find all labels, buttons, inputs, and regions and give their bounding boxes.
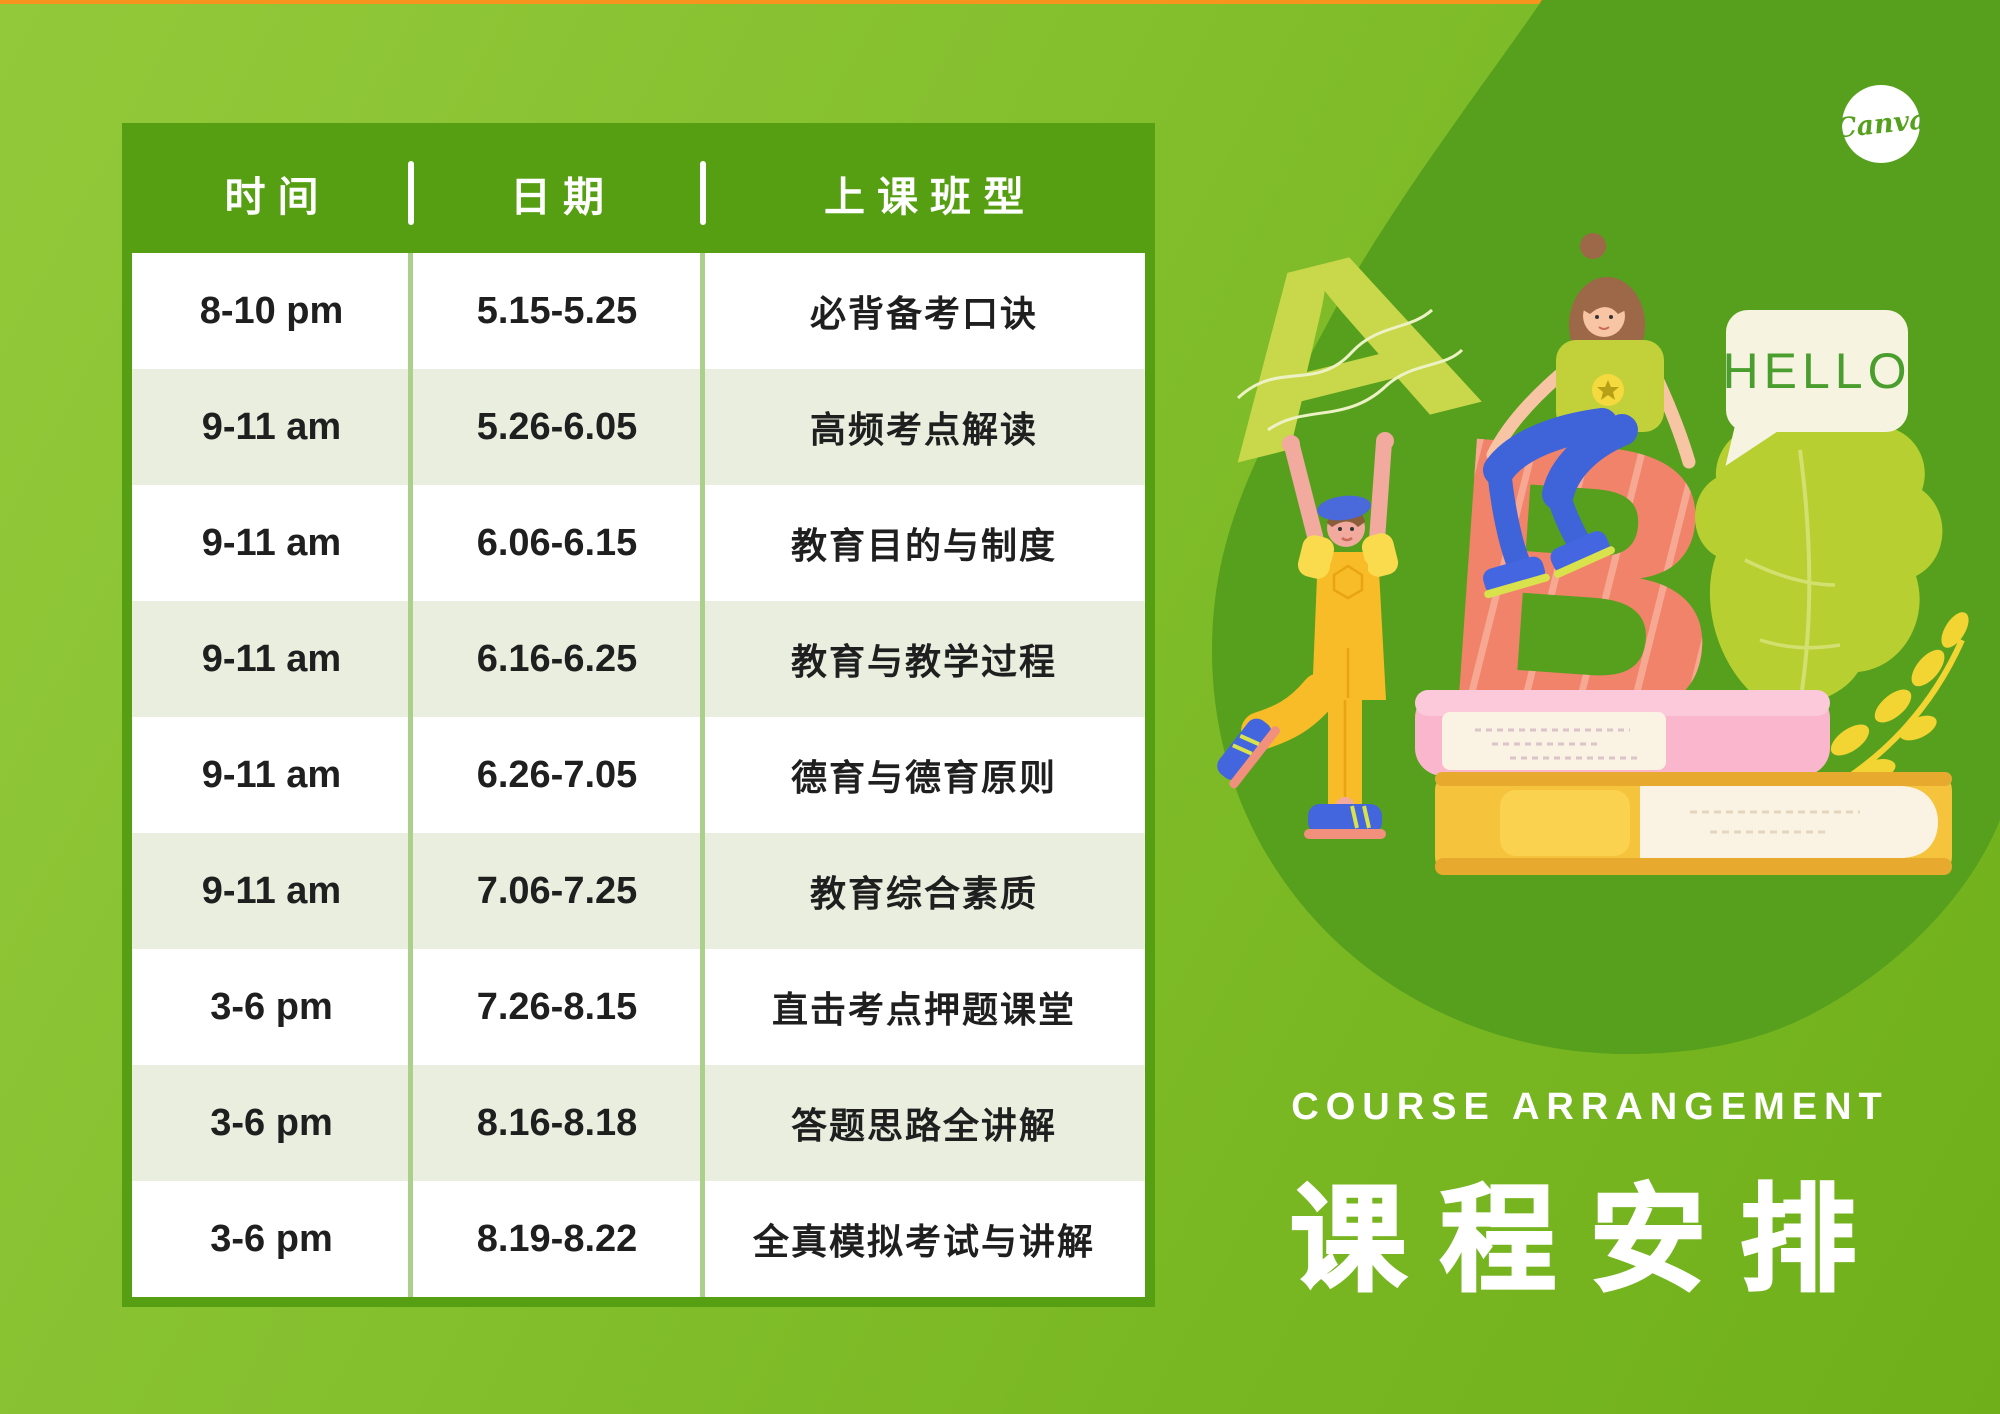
- table-cell: 8.16-8.18: [476, 1101, 638, 1144]
- table-row: 9-11 am 6.06-6.15 教育目的与制度: [132, 485, 1145, 601]
- header-divider-icon: [700, 161, 706, 225]
- table-cell: 7.26-8.15: [476, 985, 638, 1028]
- table-cell: 高频考点解读: [809, 409, 1038, 450]
- woman-figure: [1483, 233, 1696, 599]
- page-title: 课程安排: [1289, 1174, 1890, 1307]
- table-cell: 5.26-6.05: [476, 405, 638, 448]
- table-cell: 6.16-6.25: [476, 637, 638, 680]
- table-cell: 教育综合素质: [809, 873, 1038, 914]
- yellow-book: [1435, 772, 1952, 875]
- header-divider-icon: [408, 161, 414, 225]
- table-cell: 9-11 am: [201, 637, 342, 680]
- table-cell: 3-6 pm: [210, 985, 333, 1028]
- table-cell: 直击考点押题课堂: [771, 989, 1076, 1030]
- svg-text:A: A: [1174, 180, 1504, 516]
- table-row: 9-11 am 6.16-6.25 教育与教学过程: [132, 601, 1145, 717]
- table-cell: 3-6 pm: [210, 1217, 333, 1260]
- table-row: 9-11 am 5.26-6.05 高频考点解读: [132, 369, 1145, 485]
- table-cell: 6.26-7.05: [476, 753, 638, 796]
- table-cell: 5.15-5.25: [476, 289, 638, 332]
- table-cell: 教育与教学过程: [790, 641, 1057, 682]
- table-row: 9-11 am 6.26-7.05 德育与德育原则: [132, 717, 1145, 833]
- canva-logo-icon: Canva: [1834, 85, 1928, 163]
- pink-book: [1415, 690, 1830, 776]
- man-figure: [1217, 432, 1399, 839]
- table-row: 3-6 pm 7.26-8.15 直击考点押题课堂: [132, 949, 1145, 1065]
- top-accent-line: [0, 0, 2000, 4]
- table-cell: 3-6 pm: [210, 1101, 333, 1144]
- table-cell: 9-11 am: [201, 753, 342, 796]
- table-cell: 9-11 am: [201, 869, 342, 912]
- column-divider: [700, 253, 705, 1297]
- schedule-table: 时间 日期 上课班型 8-10 pm 5.15-5.25 必背备考口诀 9-11 am…: [122, 123, 1155, 1307]
- table-header-date: 日期: [510, 174, 616, 220]
- table-cell: 8-10 pm: [199, 289, 344, 332]
- letter-a-graphic: A: [1174, 180, 1504, 516]
- leaf-icon: [1695, 403, 1943, 705]
- speech-bubble-text: HELLO: [1722, 343, 1912, 399]
- table-cell: 答题思路全讲解: [790, 1105, 1057, 1146]
- woman-sneaker-icon: [1483, 556, 1550, 599]
- woman-sneaker-icon: [1550, 531, 1615, 578]
- table-body: 8-10 pm 5.15-5.25 必背备考口诀 9-11 am 5.26-6.05 高频…: [132, 253, 1145, 1297]
- table-row: 9-11 am 7.06-7.25 教育综合素质: [132, 833, 1145, 949]
- table-header-time: 时间: [224, 174, 331, 220]
- table-cell: 9-11 am: [201, 521, 342, 564]
- canva-logo-text: Canva: [1833, 103, 1929, 145]
- table-cell: 9-11 am: [201, 405, 342, 448]
- table-header-row: 时间 日期 上课班型: [132, 133, 1145, 253]
- column-divider: [408, 253, 413, 1297]
- table-cell: 6.06-6.15: [476, 521, 638, 564]
- speech-bubble: HELLO: [1723, 310, 1908, 432]
- table-cell: 德育与德育原则: [790, 757, 1057, 798]
- table-row: 8-10 pm 5.15-5.25 必背备考口诀: [132, 253, 1145, 369]
- table-cell: 全真模拟考试与讲解: [752, 1221, 1095, 1262]
- table-cell: 必背备考口诀: [809, 293, 1038, 334]
- table-row: 3-6 pm 8.19-8.22 全真模拟考试与讲解: [132, 1181, 1145, 1297]
- man-sneaker-right-icon: [1304, 804, 1386, 839]
- table-header-class-type: 上课班型: [824, 174, 1036, 220]
- table-row: 3-6 pm 8.16-8.18 答题思路全讲解: [132, 1065, 1145, 1181]
- subtitle-english: COURSE ARRANGEMENT: [1291, 1086, 1889, 1128]
- table-cell: 8.19-8.22: [476, 1217, 638, 1260]
- table-cell: 7.06-7.25: [476, 869, 638, 912]
- table-cell: 教育目的与制度: [790, 525, 1057, 566]
- man-sneaker-left-icon: [1217, 718, 1280, 789]
